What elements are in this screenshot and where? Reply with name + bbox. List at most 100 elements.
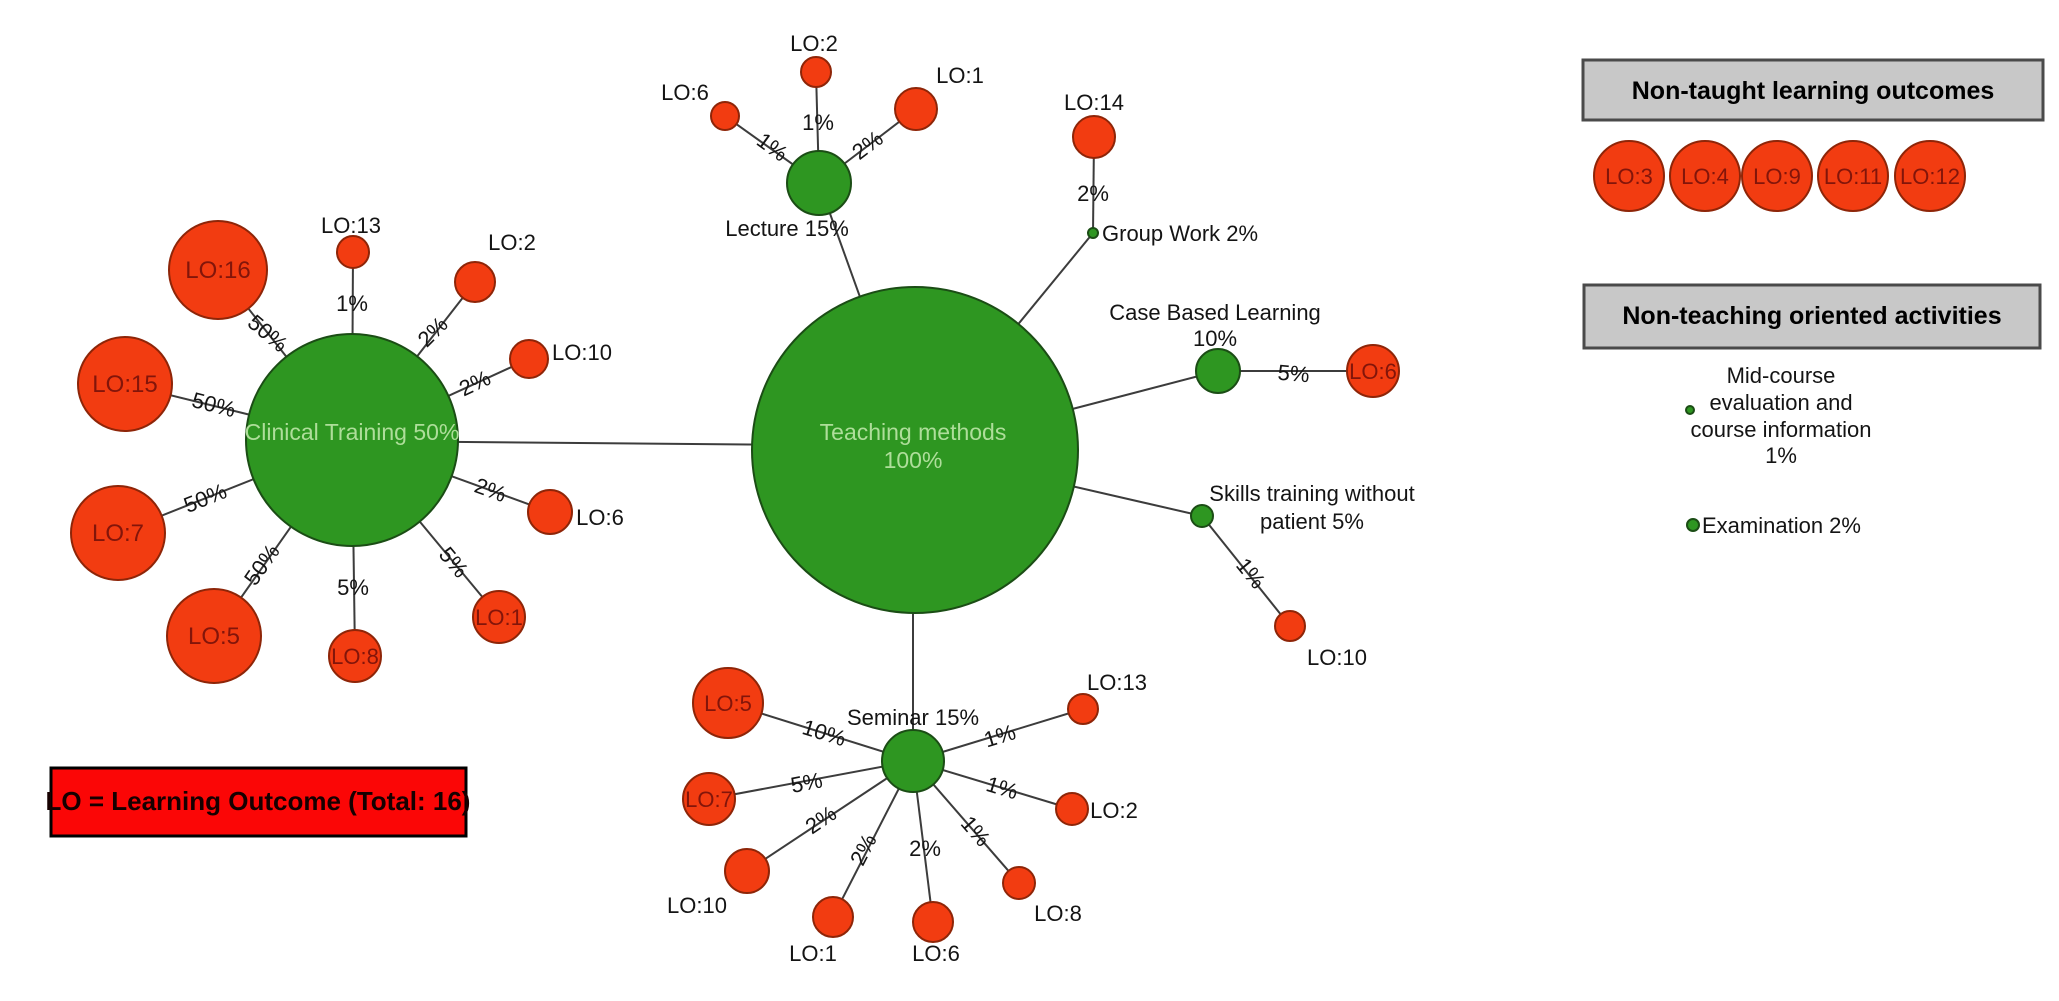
non-taught-lo9-label: LO:9 bbox=[1753, 164, 1801, 189]
non-taught-lo3-circle bbox=[1593, 140, 1665, 212]
clinical-lo5-circle bbox=[166, 588, 262, 684]
group-work-circle bbox=[1087, 227, 1099, 239]
legend-label: LO = Learning Outcome (Total: 16) bbox=[46, 786, 471, 816]
mid-course-label-line4: 1% bbox=[1765, 443, 1797, 468]
clinical-lo1-label: LO:1 bbox=[475, 605, 523, 630]
seminar-circle bbox=[881, 729, 945, 793]
group-work-label: Group Work 2% bbox=[1102, 221, 1258, 246]
lecture-lo6-label: LO:6 bbox=[661, 80, 709, 105]
clinical-lo10-circle bbox=[509, 339, 549, 379]
non-taught-lo11-label: LO:11 bbox=[1824, 164, 1882, 189]
clinical-lo13-circle bbox=[336, 235, 370, 269]
seminar-lo8-circle bbox=[1002, 866, 1036, 900]
skills-training-circle bbox=[1190, 504, 1214, 528]
casebased-lo6-pct: 5% bbox=[1277, 360, 1311, 388]
mid-course-dot bbox=[1685, 405, 1695, 415]
non-taught-lo3-label: LO:3 bbox=[1605, 164, 1653, 189]
seminar-lo2-pct: 1% bbox=[983, 771, 1021, 804]
seminar-lo5-pct: 10% bbox=[799, 714, 848, 751]
clinical-training-circle bbox=[245, 333, 459, 547]
clinical-lo6-pct: 2% bbox=[471, 473, 509, 507]
seminar-lo13-label: LO:13 bbox=[1087, 670, 1147, 695]
seminar-lo7-pct: 5% bbox=[789, 767, 825, 798]
mid-course-label-line3: course information bbox=[1691, 417, 1872, 442]
mid-course-label-line1: Mid-course bbox=[1727, 363, 1836, 388]
clinical-lo6-label: LO:6 bbox=[576, 505, 624, 530]
case-based-circle bbox=[1195, 348, 1241, 394]
non-taught-lo4-circle bbox=[1669, 140, 1741, 212]
seminar-lo7-circle bbox=[682, 772, 736, 826]
seminar-lo2-circle bbox=[1055, 792, 1089, 826]
groupwork-lo14-pct: 2% bbox=[1077, 181, 1109, 206]
non-teaching-title: Non-teaching oriented activities bbox=[1622, 302, 2001, 330]
seminar-lo10-circle bbox=[724, 848, 770, 894]
edge-seminar-lo10 bbox=[746, 760, 914, 872]
non-taught-lo12-label: LO:12 bbox=[1900, 164, 1960, 189]
non-taught-lo12-circle bbox=[1894, 140, 1966, 212]
non-taught-lo11-circle bbox=[1817, 140, 1889, 212]
clinical-lo8-circle bbox=[328, 629, 382, 683]
non-taught-lo9-circle bbox=[1741, 140, 1813, 212]
edge-seminar-lo7 bbox=[708, 760, 914, 800]
lecture-lo1-label: LO:1 bbox=[936, 63, 984, 88]
seminar-lo5-circle bbox=[692, 667, 764, 739]
case-based-label-line2: 10% bbox=[1193, 326, 1237, 351]
clinical-lo7-label: LO:7 bbox=[92, 520, 144, 547]
panel-non-teaching: Non-teaching oriented activities Mid-cou… bbox=[1582, 283, 2042, 538]
non-taught-title: Non-taught learning outcomes bbox=[1632, 77, 1995, 105]
seminar-lo1-pct: 2% bbox=[845, 830, 882, 870]
clinical-lo5-label: LO:5 bbox=[188, 623, 240, 650]
panel-non-taught: Non-taught learning outcomes LO:3 LO:4 L… bbox=[1581, 58, 2045, 212]
clinical-lo7-pct: 50% bbox=[180, 478, 230, 518]
seminar-lo6-circle bbox=[912, 901, 954, 943]
non-teaching-header-box bbox=[1582, 283, 2042, 350]
legend-box bbox=[49, 766, 468, 838]
non-taught-header-box bbox=[1581, 58, 2045, 122]
seminar-lo13-pct: 1% bbox=[981, 719, 1019, 752]
seminar-lo2-label: LO:2 bbox=[1090, 798, 1138, 823]
teaching-methods-circle bbox=[751, 286, 1079, 614]
skills-lo10-label: LO:10 bbox=[1307, 645, 1367, 670]
casebased-lo6-label: LO:6 bbox=[1349, 359, 1397, 384]
clinical-lo13-pct: 1% bbox=[336, 291, 368, 316]
clinical-lo15-circle bbox=[77, 336, 173, 432]
cluster-group-work: Group Work 2% LO:14 2% bbox=[1064, 90, 1258, 246]
edge-skills-lo10 bbox=[1201, 515, 1291, 627]
clinical-lo1-circle bbox=[472, 590, 526, 644]
lecture-label: Lecture 15% bbox=[725, 216, 849, 241]
clinical-lo1-pct: 5% bbox=[434, 542, 474, 582]
teaching-methods-label-line1: Teaching methods bbox=[820, 419, 1007, 445]
lecture-lo1-pct: 2% bbox=[847, 125, 887, 164]
seminar-lo7-label: LO:7 bbox=[685, 787, 733, 812]
lecture-lo2-pct: 1% bbox=[802, 110, 834, 135]
groupwork-lo14-circle bbox=[1072, 115, 1116, 159]
seminar-lo10-label: LO:10 bbox=[667, 893, 727, 918]
seminar-lo8-label: LO:8 bbox=[1034, 901, 1082, 926]
non-taught-lo4-label: LO:4 bbox=[1681, 164, 1729, 189]
clinical-lo7-circle bbox=[70, 485, 166, 581]
clinical-lo6-circle bbox=[527, 489, 573, 535]
seminar-label: Seminar 15% bbox=[847, 705, 979, 730]
clinical-training-label: Clinical Training 50% bbox=[245, 419, 460, 445]
seminar-lo6-pct: 2% bbox=[909, 836, 941, 861]
clinical-lo16-pct: 50% bbox=[243, 310, 293, 357]
lecture-lo1-circle bbox=[894, 87, 938, 131]
skills-lo10-circle bbox=[1274, 610, 1306, 642]
clinical-lo8-label: LO:8 bbox=[331, 644, 379, 669]
casebased-lo6-circle bbox=[1346, 344, 1400, 398]
clinical-lo16-label: LO:16 bbox=[185, 257, 250, 284]
seminar-lo13-circle bbox=[1067, 693, 1099, 725]
seminar-lo1-label: LO:1 bbox=[789, 941, 837, 966]
legend: LO = Learning Outcome (Total: 16) bbox=[46, 766, 471, 838]
teaching-methods-label-line2: 100% bbox=[884, 447, 943, 473]
cluster-seminar: Seminar 15% LO:5 10% LO:7 5% LO:10 2% LO… bbox=[667, 667, 1147, 966]
cluster-clinical-training: Clinical Training 50% LO:16 50% LO:15 50… bbox=[70, 213, 624, 684]
clinical-lo5-pct: 50% bbox=[239, 539, 285, 589]
mid-course-label-line2: evaluation and bbox=[1709, 390, 1852, 415]
case-based-label-line1: Case Based Learning bbox=[1109, 300, 1321, 325]
clinical-lo10-label: LO:10 bbox=[552, 340, 612, 365]
clinical-lo10-pct: 2% bbox=[455, 365, 494, 401]
groupwork-lo14-label: LO:14 bbox=[1064, 90, 1124, 115]
clinical-lo16-circle bbox=[168, 220, 268, 320]
